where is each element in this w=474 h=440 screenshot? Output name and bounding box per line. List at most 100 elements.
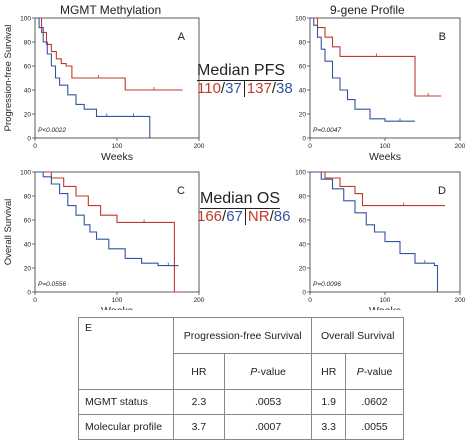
chart-panel-D	[307, 171, 461, 295]
left-column-title: MGMT Methylation	[60, 3, 162, 17]
median-os-a2: NR	[247, 208, 270, 225]
median-pfs-a2: 137	[246, 80, 272, 97]
x-axis-label: Weeks	[101, 305, 133, 310]
y-tick-label: 20	[299, 266, 307, 273]
y-tick-label: 0	[27, 290, 31, 297]
median-os-b1: 67	[226, 208, 243, 225]
p-rest: -value	[363, 365, 393, 378]
row-p2: .0055	[345, 414, 404, 440]
survival-curve-red	[35, 171, 183, 293]
median-os-title-text: Median OS	[200, 190, 281, 207]
y-tick-label: 80	[24, 194, 32, 201]
survival-curve-blue	[310, 171, 439, 292]
row-hr1: 2.3	[173, 389, 225, 415]
y-axis-label: Progression-free Survival	[3, 25, 14, 132]
row-label: Molecular profile	[78, 414, 174, 440]
table-row-header: E Progression-free Survival Overall Surv…	[78, 317, 404, 390]
y-tick-label: 80	[299, 40, 307, 47]
x-tick-label: 100	[380, 297, 391, 304]
chart-panel-C	[32, 171, 200, 295]
panel-letter: A	[178, 31, 186, 43]
panel-letter: D	[438, 185, 446, 197]
median-pfs-title: Median PFS	[197, 62, 286, 81]
row-p1: .0053	[223, 389, 313, 415]
survival-curve-blue	[310, 17, 415, 122]
median-os-values: 166/67 NR/86	[197, 208, 290, 225]
p-value-label: P=0.0556	[38, 281, 66, 288]
p-value-label: P=0.0047	[313, 127, 341, 134]
y-tick-label: 100	[295, 16, 306, 23]
row-p1: .0007	[223, 414, 313, 440]
separator	[243, 80, 245, 97]
survival-curve-blue	[35, 17, 151, 138]
x-tick-label: 0	[308, 297, 312, 304]
table-p-header-2: P-value	[345, 353, 404, 390]
x-axis-label: Weeks	[369, 151, 401, 163]
x-axis-label: Weeks	[101, 151, 133, 163]
survival-curve-red	[35, 17, 183, 91]
survival-curve-red	[310, 171, 445, 207]
survival-curve-red	[310, 17, 442, 97]
median-os-a1: 166	[197, 208, 223, 225]
table-hr-header-1: HR	[173, 353, 225, 390]
table-group-pfs: Progression-free Survival	[172, 317, 313, 354]
x-tick-label: 100	[380, 143, 391, 150]
table-hr-header-2: HR	[311, 353, 346, 390]
separator	[244, 208, 246, 225]
p-value-label: P<0.0022	[38, 127, 66, 134]
x-tick-label: 0	[33, 297, 37, 304]
panel-letter: C	[177, 185, 185, 197]
p-italic: P	[356, 365, 364, 378]
x-tick-label: 200	[194, 143, 205, 150]
slash: /	[220, 80, 226, 97]
median-os-b2: 86	[273, 208, 291, 225]
row-hr2: 3.3	[311, 414, 346, 440]
p-rest: -value	[257, 365, 286, 378]
median-os-title: Median OS	[200, 190, 280, 209]
x-tick-label: 100	[112, 297, 123, 304]
slash: /	[222, 208, 227, 225]
median-pfs-values: 110/37 137/38	[197, 80, 293, 97]
table-group-os: Overall Survival	[311, 317, 404, 354]
table-row-subheader: HR P-value HR P-value	[79, 353, 404, 390]
right-column-title: 9-gene Profile	[330, 3, 405, 17]
row-label: MGMT status	[78, 389, 174, 415]
y-tick-label: 80	[24, 40, 32, 47]
row-hr2: 1.9	[311, 389, 346, 415]
x-axis-label: Weeks	[369, 305, 401, 310]
y-tick-label: 100	[20, 170, 31, 177]
table-panel-label: E	[78, 317, 174, 390]
y-tick-label: 40	[299, 88, 307, 95]
y-tick-label: 60	[299, 64, 307, 71]
slash: /	[271, 80, 276, 97]
y-tick-label: 60	[24, 218, 32, 225]
x-tick-label: 100	[112, 143, 123, 150]
y-tick-label: 0	[302, 290, 306, 297]
hazard-ratio-table: E Progression-free Survival Overall Surv…	[78, 317, 404, 440]
x-tick-label: 200	[455, 143, 466, 150]
row-p2: .0602	[345, 389, 404, 415]
x-tick-label: 0	[308, 143, 312, 150]
y-tick-label: 100	[20, 16, 31, 23]
y-tick-label: 0	[27, 136, 31, 143]
y-tick-label: 0	[302, 136, 306, 143]
median-pfs-b2: 38	[275, 80, 293, 97]
table-row: MGMT status 2.3 .0053 1.9 .0602	[78, 389, 404, 415]
y-tick-label: 20	[24, 112, 32, 119]
y-axis-label: Overall Survival	[3, 199, 14, 266]
y-tick-label: 40	[24, 242, 32, 249]
row-hr1: 3.7	[173, 414, 225, 440]
slash: /	[269, 208, 274, 225]
median-pfs-title-text: Median PFS	[197, 62, 286, 79]
chart-panel-A	[32, 17, 200, 141]
y-tick-label: 20	[299, 112, 307, 119]
table-p-header-1: P-value	[223, 353, 313, 390]
median-pfs-a1: 110	[197, 80, 221, 97]
survival-curve-blue	[35, 171, 179, 267]
y-tick-label: 40	[24, 88, 32, 95]
y-tick-label: 100	[295, 170, 306, 177]
y-tick-label: 80	[299, 194, 307, 201]
x-tick-label: 200	[194, 297, 205, 304]
y-tick-label: 20	[24, 266, 32, 273]
